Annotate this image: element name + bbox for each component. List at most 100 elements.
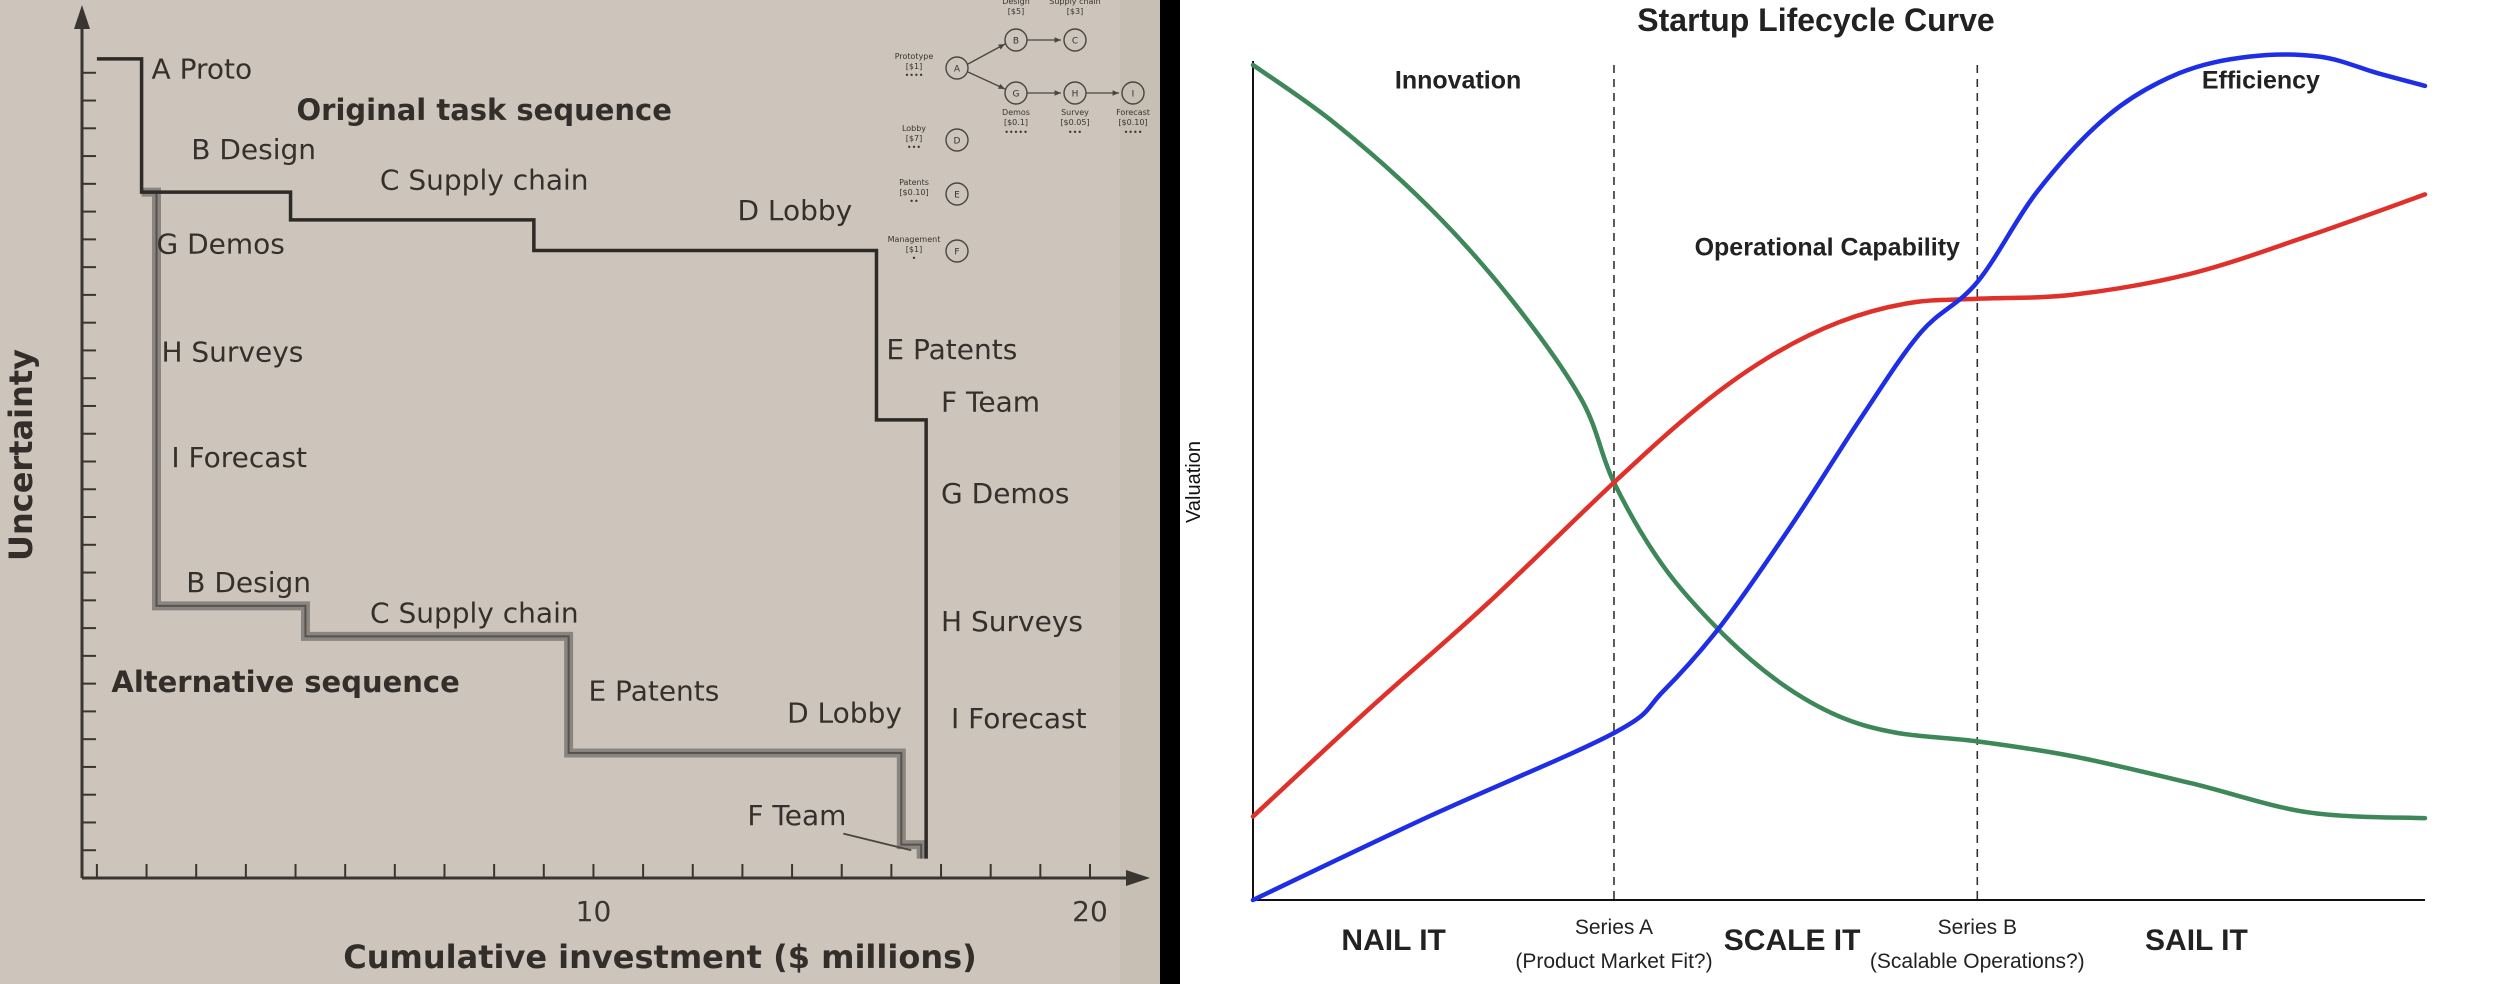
task-node-letter: H — [1072, 90, 1079, 100]
task-node-letter: I — [1132, 90, 1135, 100]
task-arrowhead — [1054, 90, 1061, 96]
task-rating: ••• — [1068, 128, 1082, 137]
task-cost: [$0.10] — [899, 188, 928, 197]
task-cost: [$0.1] — [1004, 118, 1028, 127]
phase-label: SCALE IT — [1724, 924, 1861, 957]
alternative-sequence-line — [141, 191, 923, 859]
task-node-letter: C — [1072, 37, 1078, 47]
task-cost: [$0.10] — [1118, 118, 1147, 127]
step-label: D Lobby — [787, 697, 902, 730]
f-team-leader-line — [843, 832, 912, 852]
task-node-circle — [945, 182, 969, 206]
task-label: Prototype — [895, 52, 934, 61]
task-label: Forecast — [1116, 108, 1150, 117]
task-node-circle — [1063, 28, 1087, 52]
funding-milestone-label: (Product Market Fit?) — [1515, 950, 1712, 973]
series-label: Operational Capability — [1695, 233, 1960, 261]
step-label: H Surveys — [161, 336, 303, 369]
efficiency-curve — [1250, 52, 2428, 903]
series-label: Innovation — [1395, 66, 1521, 94]
left-series-group — [96, 57, 928, 859]
step-label: F Team — [941, 386, 1040, 419]
step-label: E Patents — [588, 674, 719, 707]
step-label: G Demos — [941, 477, 1069, 510]
chart-title: Startup Lifecycle Curve — [1637, 2, 1994, 38]
annotation-alternative-sequence: Alternative sequence — [111, 665, 459, 699]
task-arrowhead — [998, 44, 1005, 50]
step-label: I Forecast — [951, 702, 1087, 735]
step-label: B Design — [191, 133, 316, 166]
phase-label: NAIL IT — [1341, 924, 1445, 957]
task-cost: [$0.05] — [1060, 118, 1089, 127]
x-axis-arrowhead — [1126, 870, 1150, 886]
original-sequence-line — [96, 57, 928, 859]
task-label: Supply chain — [1049, 0, 1100, 6]
task-rating: ••••• — [1004, 128, 1028, 137]
innovation-curve — [1250, 62, 2428, 821]
funding-round-label: Series A — [1575, 916, 1653, 939]
task-rating: ••• — [907, 143, 921, 152]
task-node-circle — [945, 128, 969, 152]
operational-capability-curve — [1250, 192, 2428, 819]
task-network-diagram: Prototype[$1]••••ALobby[$7]•••DPatents[$… — [888, 0, 1150, 263]
funding-milestone-label: (Scalable Operations?) — [1870, 950, 2085, 973]
task-cost: [$3] — [1067, 7, 1083, 16]
task-rating: • — [912, 254, 917, 263]
task-node-letter: G — [1013, 90, 1020, 100]
task-label: Management — [888, 235, 941, 244]
step-label: A Proto — [152, 52, 253, 85]
task-node-letter: B — [1013, 37, 1019, 47]
task-label: Patents — [899, 178, 929, 187]
task-rating: •••• — [905, 71, 924, 80]
y-axis-arrowhead — [74, 5, 90, 29]
task-arrow — [967, 71, 1006, 90]
task-label: Lobby — [902, 124, 926, 133]
task-node-circle — [945, 239, 969, 263]
step-label: G Demos — [156, 227, 284, 260]
task-node-letter: E — [954, 191, 960, 201]
x-axis-label: Cumulative investment ($ millions) — [343, 938, 977, 976]
annotation-original-sequence: Original task sequence — [296, 93, 671, 127]
task-cost: [$5] — [1008, 7, 1024, 16]
task-node-circle — [945, 56, 969, 80]
task-arrowhead — [1112, 90, 1119, 96]
task-arrowhead — [1054, 37, 1061, 43]
phase-label: SAIL IT — [2145, 924, 2248, 957]
task-node-circle — [1121, 81, 1145, 105]
paper-background — [0, 0, 1160, 984]
task-rating: •• — [909, 197, 918, 206]
valuation-axis-label: Valuation — [1183, 441, 1205, 523]
step-label: H Surveys — [941, 605, 1083, 638]
task-label: Design — [1002, 0, 1030, 6]
task-cost: [$7] — [906, 134, 922, 143]
left-step-labels: A Proto B Design C Supply chain D Lobby E Pa… — [152, 52, 1087, 832]
paper-edge-shadow — [1120, 0, 1160, 984]
left-axes: 10 20 — [74, 5, 1150, 928]
task-label: Survey — [1061, 108, 1089, 117]
left-chart-panel: 10 20 A Proto B Design C Supply chain D Lobb… — [0, 0, 1160, 984]
series-label: Efficiency — [2202, 66, 2320, 94]
step-label: C Supply chain — [380, 163, 589, 196]
x-tick-label: 20 — [1072, 895, 1108, 928]
task-cost: [$1] — [906, 245, 922, 254]
x-tick-label: 10 — [576, 895, 612, 928]
task-arrow — [967, 43, 1006, 65]
chart-background — [1180, 0, 2514, 984]
step-label: D Lobby — [737, 194, 852, 227]
right-chart-panel: Startup Lifecycle Curve Valuation Series… — [1180, 0, 2514, 984]
step-label: F Team — [747, 799, 846, 832]
task-node-letter: F — [954, 248, 959, 258]
step-label: C Supply chain — [370, 597, 579, 630]
task-node-letter: D — [954, 137, 961, 147]
task-cost: [$1] — [906, 62, 922, 71]
task-label: Demos — [1002, 108, 1030, 117]
right-series-group — [1250, 52, 2428, 903]
step-label: I Forecast — [171, 441, 307, 474]
step-label: E Patents — [886, 333, 1017, 366]
y-axis-label: Uncertainty — [2, 349, 40, 561]
task-rating: •••• — [1124, 128, 1143, 137]
step-label: B Design — [186, 566, 311, 599]
task-arrowhead — [998, 83, 1005, 89]
right-axes — [1252, 61, 2425, 901]
